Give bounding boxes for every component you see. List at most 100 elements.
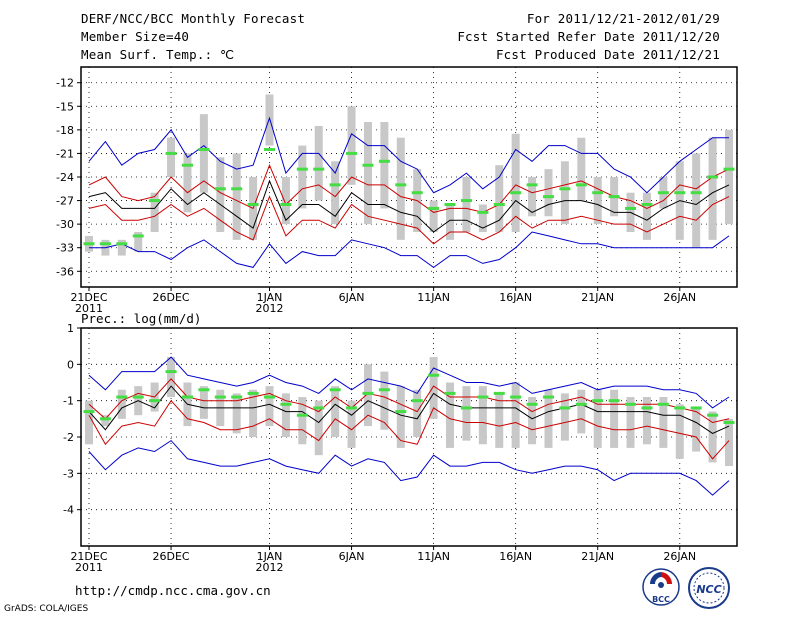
y-tick-label: -21 <box>56 147 74 160</box>
y-tick-label: 0 <box>67 358 74 371</box>
green-mark <box>149 399 161 403</box>
green-mark <box>411 191 423 195</box>
ensemble-range-box <box>692 153 701 248</box>
ensemble-range-box <box>265 386 274 427</box>
green-mark <box>559 406 571 410</box>
x-tick-label: 11JAN <box>417 550 450 563</box>
ensemble-range-box <box>642 397 651 445</box>
ensemble-range-box <box>593 177 602 225</box>
series-line-mean <box>88 179 730 233</box>
ensemble-range-box <box>249 389 258 437</box>
green-mark <box>707 175 719 179</box>
grads-credit: GrADS: COLA/IGES <box>4 604 89 614</box>
x-tick-label: 21JAN <box>581 291 614 304</box>
green-mark <box>674 191 686 195</box>
ensemble-range-box <box>396 386 405 448</box>
green-mark <box>575 183 587 187</box>
ensemble-range-box <box>544 169 553 217</box>
green-mark <box>477 210 489 214</box>
green-mark <box>657 191 669 195</box>
green-mark <box>165 151 177 155</box>
green-mark <box>149 199 161 203</box>
ensemble-range-box <box>396 137 405 240</box>
green-mark <box>690 406 702 410</box>
x-tick-label: 21DEC <box>70 291 107 304</box>
green-mark <box>346 406 358 410</box>
ensemble-range-box <box>216 157 225 232</box>
green-mark <box>165 370 177 374</box>
green-mark <box>428 206 440 210</box>
ncc-logo-icon: NCC <box>688 567 730 609</box>
y-tick-label: -3 <box>63 467 74 480</box>
y-tick-label: -18 <box>56 124 74 137</box>
ensemble-range-box <box>150 192 159 232</box>
x-tick-label: 1JAN <box>257 291 283 304</box>
ensemble-range-box <box>281 177 290 225</box>
green-mark <box>510 191 522 195</box>
ensemble-range-box <box>413 389 422 437</box>
fcst-produced-label: Fcst Produced Date 2011/12/21 <box>495 47 720 62</box>
green-mark <box>460 199 472 203</box>
ensemble-range-box <box>380 371 389 430</box>
y-tick-label: -36 <box>56 265 74 278</box>
series-line-lower <box>88 399 730 460</box>
green-mark <box>198 388 210 392</box>
green-mark <box>198 148 210 151</box>
member-size-label: Member Size=40 <box>81 29 190 44</box>
ensemble-range-box <box>167 137 176 177</box>
series-line-min <box>89 231 730 269</box>
y-tick-label: -33 <box>56 242 74 255</box>
ensemble-range-box <box>363 364 372 427</box>
ensemble-range-box <box>183 153 192 213</box>
bcc-logo-icon: BCC <box>642 568 680 606</box>
x-tick-label: 26DEC <box>152 291 189 304</box>
green-mark <box>592 191 604 195</box>
ensemble-range-box <box>692 407 701 452</box>
y-tick-label: -15 <box>56 100 74 113</box>
x-tick-label: 16JAN <box>499 291 532 304</box>
ensemble-range-box <box>462 386 471 441</box>
ensemble-range-box <box>281 393 290 437</box>
green-mark <box>608 399 620 403</box>
green-mark <box>83 242 95 246</box>
green-mark <box>83 410 95 414</box>
ensemble-range-box <box>347 106 356 185</box>
series-line-upper <box>88 378 730 424</box>
ensemble-range-box <box>101 415 110 427</box>
green-mark <box>542 395 554 399</box>
green-mark <box>181 163 193 167</box>
green-mark <box>280 402 292 406</box>
ensemble-range-box <box>478 386 487 445</box>
bcc-logo-text: BCC <box>652 595 670 604</box>
ensemble-range-box <box>331 161 340 225</box>
green-mark <box>181 395 193 399</box>
ensemble-range-box <box>167 357 176 398</box>
x-tick-year-label: 2012 <box>256 561 284 574</box>
ensemble-range-box <box>577 389 586 434</box>
y-tick-label: -30 <box>56 218 74 231</box>
ensemble-range-box <box>560 161 569 225</box>
ensemble-range-box <box>347 400 356 448</box>
ensemble-range-box <box>577 137 586 201</box>
series-line-min <box>88 439 730 496</box>
green-mark <box>493 391 505 395</box>
green-mark <box>247 391 259 395</box>
ensemble-range-box <box>199 386 208 419</box>
ensemble-range-box <box>560 393 569 441</box>
x-tick-label: 11JAN <box>417 291 450 304</box>
ensemble-range-box <box>708 411 717 463</box>
source-url[interactable]: http://cmdp.ncc.cma.gov.cn <box>75 583 271 598</box>
ensemble-range-box <box>528 397 537 445</box>
green-mark <box>608 195 620 199</box>
ensemble-range-box <box>528 177 537 217</box>
green-mark <box>707 413 719 417</box>
ensemble-range-box <box>232 393 241 434</box>
green-mark <box>280 203 292 206</box>
ensemble-range-box <box>446 382 455 448</box>
forecast-range-label: For 2011/12/21-2012/01/29 <box>526 11 720 26</box>
green-mark <box>510 395 522 399</box>
ensemble-range-box <box>363 122 372 225</box>
precip-panel-title: Prec.: log(mm/d) <box>81 311 201 326</box>
y-tick-label: -12 <box>56 77 74 90</box>
